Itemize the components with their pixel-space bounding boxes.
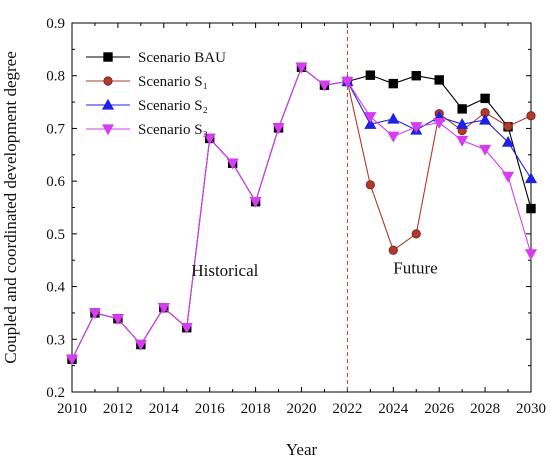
data-point — [249, 197, 262, 208]
legend-marker — [103, 52, 113, 62]
x-tick-label: 2012 — [103, 401, 133, 417]
legend-marker — [103, 76, 113, 86]
data-point — [479, 113, 492, 125]
annotation-1: Historical — [191, 261, 258, 280]
x-tick-label: 2018 — [241, 401, 271, 417]
data-point — [433, 117, 446, 129]
legend-label: Scenario S₃ — [138, 122, 208, 138]
series-line — [346, 81, 532, 252]
x-axis-title: Year — [286, 440, 318, 459]
y-tick-label: 0.7 — [46, 121, 65, 137]
data-point — [410, 122, 423, 134]
y-tick-label: 0.8 — [46, 69, 65, 85]
data-point — [134, 339, 147, 351]
legend-label: Scenario BAU — [138, 50, 226, 66]
y-axis-title: Coupled and coordinated development degr… — [1, 51, 20, 364]
legend-item-3: Scenario S₂ — [86, 98, 208, 114]
x-tick-label: 2016 — [195, 401, 226, 417]
data-point — [65, 354, 79, 366]
y-tick-label: 0.4 — [46, 280, 65, 296]
x-tick-label: 2030 — [516, 401, 546, 417]
data-point — [524, 172, 538, 184]
data-point — [526, 203, 536, 214]
axis-ticks: 2010 2012 2014 2016 2018 2020 2022 2024 2026 2028… — [46, 16, 546, 417]
data-point — [364, 117, 377, 129]
data-point — [387, 112, 400, 124]
x-tick-label: 2010 — [57, 401, 87, 417]
data-point — [318, 80, 331, 92]
data-point — [388, 78, 399, 89]
data-point — [502, 135, 515, 147]
legend-marker — [101, 98, 115, 110]
data-point — [226, 158, 239, 170]
data-point — [387, 131, 400, 143]
data-point — [88, 308, 101, 320]
y-tick-label: 0.6 — [46, 174, 65, 190]
data-point — [180, 323, 193, 334]
x-tick-label: 2022 — [332, 401, 362, 417]
annotations: Historical Future — [191, 258, 437, 280]
data-point — [295, 62, 308, 74]
y-tick-label: 0.2 — [46, 385, 65, 401]
data-point — [526, 111, 536, 121]
y-tick-label: 0.3 — [46, 332, 65, 348]
data-point — [388, 245, 398, 255]
x-tick-label: 2026 — [424, 401, 455, 417]
data-point — [272, 123, 285, 135]
data-point — [456, 117, 469, 129]
data-point — [157, 302, 170, 314]
series-2 — [342, 76, 536, 255]
legend-item-4: Scenario S₃ — [86, 122, 208, 138]
x-tick-label: 2024 — [378, 401, 409, 417]
y-tick-label: 0.9 — [46, 16, 65, 32]
legend-label: Scenario S₁ — [138, 74, 208, 90]
data-point — [457, 104, 467, 114]
y-tick-label: 0.5 — [46, 227, 65, 243]
legend-item-2: Scenario S₁ — [86, 74, 208, 90]
data-point — [203, 133, 216, 145]
data-point — [434, 75, 444, 85]
data-point — [480, 93, 490, 104]
series-layer — [65, 62, 538, 366]
legend-label: Scenario S₂ — [138, 98, 208, 114]
x-tick-label: 2014 — [149, 401, 180, 417]
data-point — [411, 71, 421, 81]
x-tick-label: 2028 — [470, 401, 500, 417]
legend-item-1: Scenario BAU — [86, 50, 226, 66]
data-point — [341, 76, 354, 88]
data-point — [365, 180, 375, 190]
data-point — [524, 249, 538, 261]
data-point — [411, 229, 421, 239]
data-point — [365, 70, 376, 80]
x-tick-label: 2020 — [287, 401, 317, 417]
data-point — [503, 121, 513, 131]
legend: Scenario BAU Scenario S₁ Scenario S₂ Scenar… — [86, 50, 226, 138]
data-point — [479, 144, 492, 156]
data-point — [111, 314, 124, 325]
series-4 — [65, 62, 538, 366]
data-point — [364, 112, 377, 124]
annotation-2: Future — [393, 258, 437, 277]
legend-marker — [101, 124, 115, 136]
data-point — [456, 135, 469, 147]
data-point — [502, 171, 515, 183]
